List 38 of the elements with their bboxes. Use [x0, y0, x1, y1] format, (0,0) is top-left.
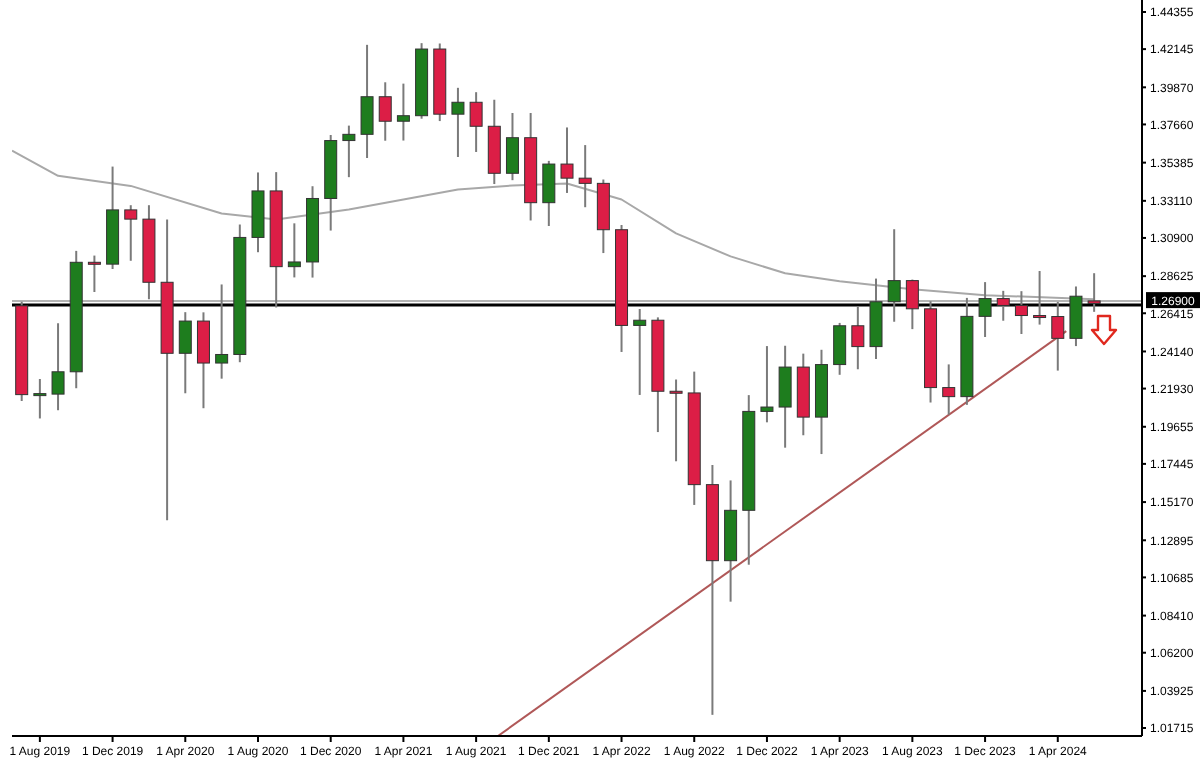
candlestick: [287, 222, 301, 279]
candlestick: [560, 126, 574, 194]
candlestick: [942, 363, 956, 416]
candlestick: [833, 321, 847, 376]
candlestick: [760, 345, 774, 424]
candlestick: [596, 178, 610, 255]
candlestick: [215, 283, 229, 380]
candlestick: [851, 305, 865, 371]
candlestick: [1051, 300, 1065, 372]
candlestick: [1087, 272, 1101, 313]
candlestick: [578, 144, 592, 209]
candlestick: [196, 311, 210, 410]
candlestick: [487, 98, 501, 186]
candlestick: [51, 322, 65, 412]
candlestick: [451, 86, 465, 159]
candlestick: [360, 43, 374, 160]
candlestick: [1014, 290, 1028, 335]
candlestick: [469, 91, 483, 153]
candlestick: [905, 278, 919, 331]
candlestick: [669, 378, 683, 463]
candlestick: [87, 254, 101, 294]
candlestick: [542, 159, 556, 228]
candlestick: [1069, 285, 1083, 348]
candlestick: [33, 378, 47, 420]
candlestick: [869, 277, 883, 361]
candlestick: [978, 281, 992, 339]
candlestick: [124, 204, 138, 262]
candlestick: [342, 124, 356, 179]
candlestick: [396, 82, 410, 142]
candlestick: [633, 307, 647, 396]
candlestick: [505, 112, 519, 182]
candlestick: [178, 311, 192, 395]
candlestick: [251, 171, 265, 254]
candlestick: [996, 289, 1010, 322]
candlestick: [378, 81, 392, 142]
candlestick: [1033, 270, 1047, 326]
candlestick: [887, 228, 901, 323]
candlestick: [778, 344, 792, 449]
